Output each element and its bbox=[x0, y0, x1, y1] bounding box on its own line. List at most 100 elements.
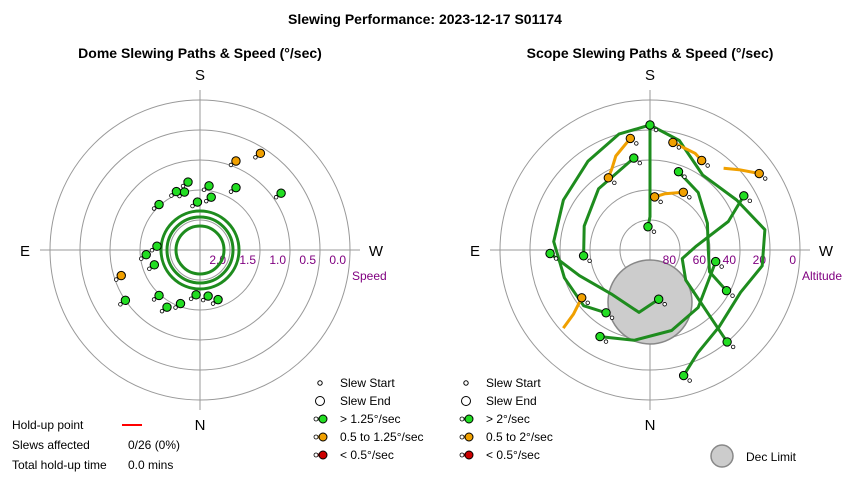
dec-limit-region bbox=[607, 259, 693, 345]
scope-path-5 bbox=[680, 195, 746, 343]
scope-path-9 bbox=[606, 137, 632, 179]
scope-title: Scope Slewing Paths & Speed (°/sec) bbox=[527, 45, 774, 61]
scope-slew-16 bbox=[678, 370, 692, 383]
scope-slew-4 bbox=[754, 168, 768, 181]
dome-path-loop-1 bbox=[165, 215, 235, 285]
dome-legend-slow-icon bbox=[313, 450, 328, 460]
dome-paths bbox=[159, 209, 241, 291]
dec-limit-legend-label: Dec Limit bbox=[746, 450, 797, 464]
dome-legend-slew-end-label: Slew End bbox=[340, 394, 391, 408]
dome-legend-slew-end-icon bbox=[315, 396, 325, 406]
scope-slew-5 bbox=[739, 191, 753, 204]
dome-compass-left: E bbox=[20, 243, 30, 260]
figure-title: Slewing Performance: 2023-12-17 S01174 bbox=[288, 11, 562, 27]
scope-legend-slew-end-icon bbox=[461, 396, 471, 406]
scope-legend-medium-icon bbox=[459, 432, 474, 442]
scope-path-6 bbox=[549, 252, 660, 314]
dome-legend: Slew Start Slew End > 1.25°/sec 0.5 to 1.25… bbox=[313, 376, 424, 462]
scope-path-0 bbox=[649, 123, 767, 377]
dome-compass-right: W bbox=[369, 243, 384, 260]
scope-slew-12 bbox=[545, 248, 559, 261]
dome-slew-17 bbox=[114, 270, 126, 282]
dome-slew-10 bbox=[159, 302, 172, 314]
scope-slew-11 bbox=[578, 251, 592, 264]
dome-slew-6 bbox=[228, 182, 241, 194]
scope-tick-1: 60 bbox=[693, 253, 707, 267]
scope-slew-7 bbox=[629, 153, 642, 166]
dome-legend-slew-start-label: Slew Start bbox=[340, 376, 395, 390]
dome-tick-4: 0.0 bbox=[329, 253, 346, 267]
scope-legend-fast-label: > 2°/sec bbox=[486, 412, 530, 426]
dome-radial-axis-label: Speed bbox=[352, 269, 387, 283]
scope-slew-9 bbox=[649, 192, 663, 205]
dome-slew-20 bbox=[210, 294, 223, 306]
dome-slew-0 bbox=[190, 197, 203, 209]
scope-slew-3 bbox=[696, 155, 710, 168]
scope-slew-10 bbox=[603, 173, 617, 186]
scope-path-12 bbox=[562, 297, 584, 329]
dome-markers bbox=[114, 148, 286, 314]
dome-path-loop-0 bbox=[174, 224, 226, 276]
slews-affected-value: 0/26 (0%) bbox=[128, 438, 180, 452]
scope-legend-slew-end-label: Slew End bbox=[486, 394, 537, 408]
total-holdup-label: Total hold-up time bbox=[12, 458, 107, 472]
scope-legend-slew-start-label: Slew Start bbox=[486, 376, 541, 390]
dome-rings bbox=[40, 90, 360, 410]
total-holdup-value: 0.0 mins bbox=[128, 458, 173, 472]
dome-panel: Dome Slewing Paths & Speed (°/sec) S N E… bbox=[20, 45, 424, 462]
scope-slew-18 bbox=[721, 285, 735, 298]
dome-tick-3: 0.5 bbox=[299, 253, 316, 267]
scope-rings bbox=[490, 90, 810, 410]
scope-path-10 bbox=[723, 166, 760, 175]
scope-legend-slew-start-icon bbox=[463, 380, 469, 386]
scope-slew-20 bbox=[653, 294, 667, 307]
scope-path-3 bbox=[582, 156, 635, 256]
dome-slew-13 bbox=[149, 241, 162, 253]
dome-slew-7 bbox=[151, 199, 164, 211]
dome-slew-12 bbox=[139, 250, 151, 261]
dome-slew-3 bbox=[201, 181, 214, 193]
scope-panel: Scope Slewing Paths & Speed (°/sec) S N … bbox=[459, 45, 842, 468]
dome-title: Dome Slewing Paths & Speed (°/sec) bbox=[78, 45, 322, 61]
scope-path-4 bbox=[646, 125, 652, 228]
dome-legend-slew-start-icon bbox=[317, 380, 323, 386]
dome-slew-8 bbox=[151, 290, 164, 302]
scope-compass-bottom: N bbox=[645, 417, 656, 434]
scope-tick-4: 0 bbox=[789, 253, 796, 267]
dome-path-loop-2 bbox=[159, 209, 241, 291]
dome-slew-16 bbox=[253, 148, 266, 160]
dec-limit-legend-icon bbox=[710, 444, 734, 468]
dome-slew-5 bbox=[169, 186, 182, 198]
scope-legend-slow-icon bbox=[459, 450, 474, 460]
dome-slew-18 bbox=[118, 295, 131, 307]
dome-tick-labels: 2.0 1.5 1.0 0.5 0.0 bbox=[209, 253, 346, 267]
scope-slew-17 bbox=[722, 337, 736, 350]
scope-path-7 bbox=[599, 261, 718, 342]
dome-tick-1: 1.5 bbox=[239, 253, 256, 267]
scope-slew-21 bbox=[643, 222, 657, 234]
dome-slew-21 bbox=[188, 290, 201, 302]
slews-affected-label: Slews affected bbox=[12, 438, 90, 452]
scope-slew-14 bbox=[601, 308, 615, 321]
dome-compass-top: S bbox=[195, 67, 205, 84]
dome-legend-medium-icon bbox=[313, 432, 328, 442]
scope-compass-top: S bbox=[645, 67, 655, 84]
scope-legend: Slew Start Slew End > 2°/sec 0.5 to 2°/sec <… bbox=[459, 376, 553, 462]
scope-tick-0: 80 bbox=[663, 253, 677, 267]
dome-tick-2: 1.0 bbox=[269, 253, 286, 267]
scope-slew-19 bbox=[710, 256, 724, 269]
dome-legend-fast-label: > 1.25°/sec bbox=[340, 412, 401, 426]
scope-slew-2 bbox=[625, 133, 639, 146]
scope-slew-1 bbox=[668, 137, 682, 150]
scope-radial-axis-label: Altitude bbox=[802, 269, 842, 283]
scope-slew-0 bbox=[645, 120, 659, 133]
dome-legend-medium-label: 0.5 to 1.25°/sec bbox=[340, 430, 424, 444]
dome-slew-19 bbox=[200, 291, 213, 303]
scope-compass-left: E bbox=[470, 243, 480, 260]
scope-legend-medium-label: 0.5 to 2°/sec bbox=[486, 430, 553, 444]
dome-slew-15 bbox=[228, 156, 241, 168]
dome-compass-bottom: N bbox=[195, 417, 206, 434]
dome-slew-4 bbox=[180, 177, 193, 189]
scope-slew-6 bbox=[673, 166, 687, 179]
